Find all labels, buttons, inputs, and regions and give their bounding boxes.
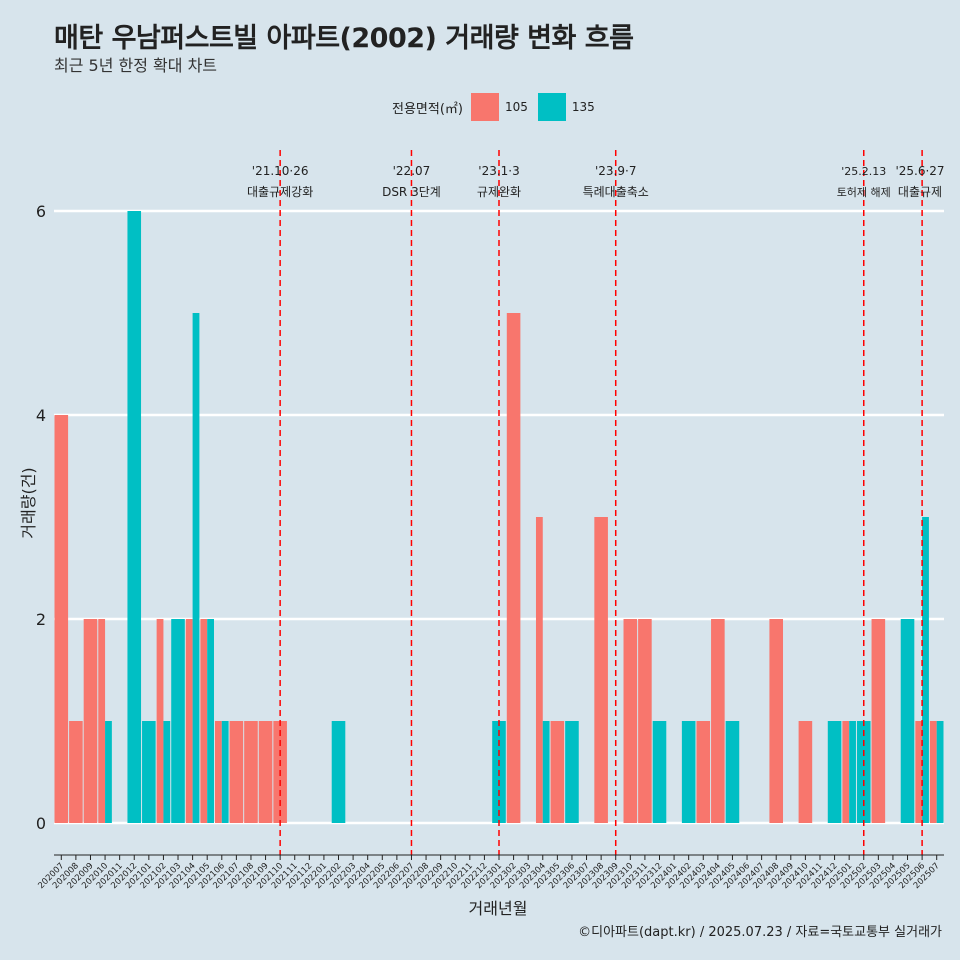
event-text-label: 토허제 해제 — [837, 185, 891, 199]
bar-135-202202 — [331, 721, 346, 823]
bar-135-202507 — [936, 721, 944, 823]
x-axis: 2020072020082020092020102020112020122021… — [36, 854, 944, 891]
legend-title: 전용면적(㎡) — [392, 101, 463, 117]
bar-135-202105 — [207, 619, 214, 823]
bar-135-202101 — [142, 721, 156, 823]
bar-105-202105 — [200, 619, 208, 823]
event-date-label: '25.2.13 — [841, 165, 886, 178]
y-tick-label: 2 — [36, 610, 46, 629]
chart-subtitle: 최근 5년 한정 확대 차트 — [54, 56, 218, 75]
bar-135-202104 — [192, 313, 200, 823]
bar-105-202102 — [156, 619, 164, 823]
bar-135-202412 — [827, 721, 842, 823]
bar-105-202501 — [842, 721, 850, 823]
bar-105-202503 — [871, 619, 886, 823]
bar-105-202108 — [244, 721, 258, 823]
bar-135-202304 — [542, 721, 550, 823]
y-axis-label: 거래량(건) — [19, 467, 38, 538]
event-date-label: '21.10·26 — [252, 164, 309, 178]
bar-105-202010 — [98, 619, 106, 823]
bar-105-202311 — [638, 619, 652, 823]
bar-105-202404 — [711, 619, 725, 823]
bar-105-202408 — [769, 619, 784, 823]
bar-105-202304 — [535, 517, 543, 823]
bar-105-202106 — [214, 721, 222, 823]
source-caption: ©디아파트(dapt.kr) / 2025.07.23 / 자료=국토교통부 실… — [578, 925, 942, 940]
bar-105-202310 — [623, 619, 638, 823]
bar-105-202305 — [550, 721, 565, 823]
bar-105-202308 — [594, 517, 608, 823]
legend: 전용면적(㎡) 105 135 — [392, 93, 605, 121]
y-tick-label: 4 — [36, 406, 46, 425]
event-date-label: '23.9·7 — [595, 164, 636, 178]
bar-105-202104 — [185, 619, 193, 823]
event-text-label: 규제완화 — [477, 185, 521, 199]
bar-105-202410 — [798, 721, 813, 823]
event-date-label: '22.07 — [393, 164, 431, 178]
event-text-label: 대출규제 — [898, 185, 942, 199]
chart-title: 매탄 우남퍼스트빌 아파트(2002) 거래량 변화 흐름 — [54, 23, 634, 54]
y-tick-label: 0 — [36, 814, 46, 833]
bar-105-202302 — [506, 313, 521, 823]
legend-swatch-135 — [537, 93, 566, 121]
bar-135-202103 — [171, 619, 185, 823]
bar-135-202402 — [681, 721, 696, 823]
bars — [54, 211, 944, 823]
bar-135-202102 — [163, 721, 171, 823]
legend-label-135: 135 — [571, 100, 595, 114]
bar-135-202010 — [105, 721, 112, 823]
legend-swatch-105 — [470, 93, 499, 121]
event-text-label: DSR 3단계 — [382, 185, 441, 199]
bar-135-202012 — [127, 211, 142, 823]
bar-135-202312 — [652, 721, 667, 823]
bar-105-202007 — [54, 415, 69, 823]
bar-135-202505 — [900, 619, 915, 823]
bar-135-202106 — [221, 721, 229, 823]
bar-105-202403 — [696, 721, 711, 823]
event-text-label: 특례대출축소 — [583, 185, 649, 199]
y-tick-label: 6 — [36, 202, 46, 221]
y-axis: 0 2 4 6 — [36, 202, 46, 833]
bar-105-202008 — [69, 721, 83, 823]
bar-105-202109 — [258, 721, 273, 823]
bar-135-202506 — [922, 517, 929, 823]
bar-105-202107 — [229, 721, 244, 823]
event-date-label: '25.6·27 — [895, 164, 944, 178]
event-text-label: 대출규제강화 — [247, 185, 313, 199]
event-lines: '21.10·26 대출규제강화 '22.07 DSR 3단계 '23.1·3 규제완화 '… — [247, 150, 945, 855]
bar-105-202507 — [929, 721, 937, 823]
bar-105-202506 — [915, 721, 923, 823]
bar-105-202009 — [83, 619, 98, 823]
bar-135-202306 — [565, 721, 579, 823]
event-date-label: '23.1·3 — [478, 164, 519, 178]
legend-label-105: 105 — [504, 100, 528, 114]
bar-135-202405 — [725, 721, 740, 823]
x-axis-label: 거래년월 — [469, 899, 528, 918]
bar-135-202501 — [849, 721, 856, 823]
